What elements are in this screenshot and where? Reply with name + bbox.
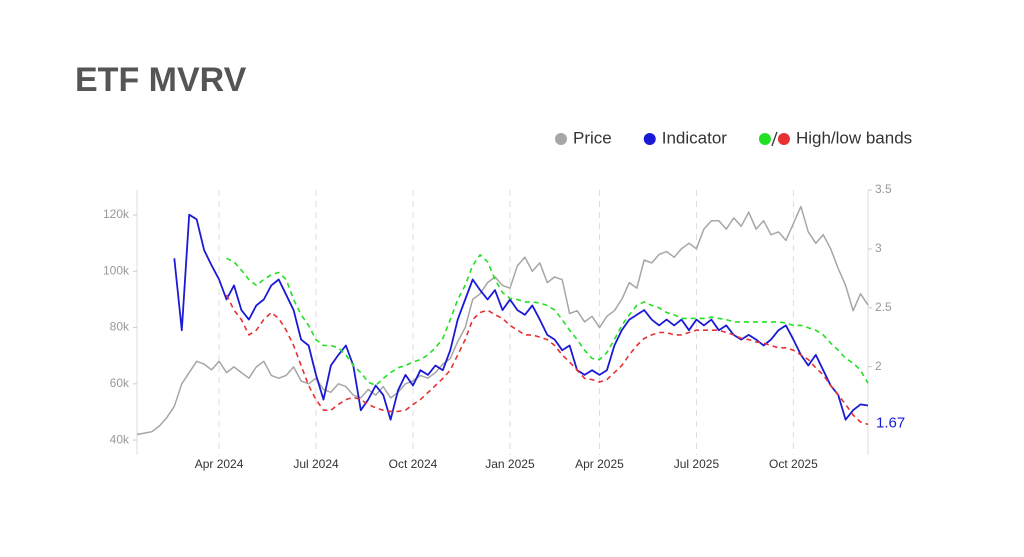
legend-swatch	[643, 133, 656, 145]
series-line	[136, 205, 869, 436]
x-tick-label: Jan 2025	[485, 457, 535, 471]
y2-tick-label: 3.5	[875, 182, 892, 196]
y2-tick-label: 2	[875, 359, 882, 373]
y-tick-label: 80k	[110, 320, 130, 334]
y-tick-label: 60k	[110, 376, 130, 390]
legend-swatch	[555, 133, 567, 145]
legend-slash	[771, 131, 778, 147]
legend-label: Indicator	[662, 128, 728, 147]
legend-swatch	[777, 133, 790, 145]
y-tick-label: 100k	[103, 263, 130, 277]
legend-label: High/low bands	[796, 128, 912, 147]
y2-tick-label: 2.5	[875, 300, 892, 314]
legend-swatch	[758, 133, 771, 145]
y2-tick-label: 3	[875, 241, 882, 255]
chart-title: ETF MVRV	[75, 61, 247, 99]
x-tick-label: Jul 2024	[293, 457, 339, 471]
series-line	[225, 294, 869, 426]
x-tick-label: Oct 2024	[389, 457, 438, 471]
x-tick-label: Apr 2025	[575, 457, 624, 471]
legend-label: Price	[573, 128, 612, 147]
end-value-label: 1.67	[876, 415, 905, 432]
x-tick-label: Oct 2025	[769, 457, 818, 471]
series-line	[226, 254, 869, 387]
y-tick-label: 40k	[110, 432, 130, 446]
y-tick-label: 120k	[103, 207, 130, 221]
series-line	[173, 213, 869, 421]
x-tick-label: Jul 2025	[674, 457, 720, 471]
x-tick-label: Apr 2024	[195, 457, 244, 471]
